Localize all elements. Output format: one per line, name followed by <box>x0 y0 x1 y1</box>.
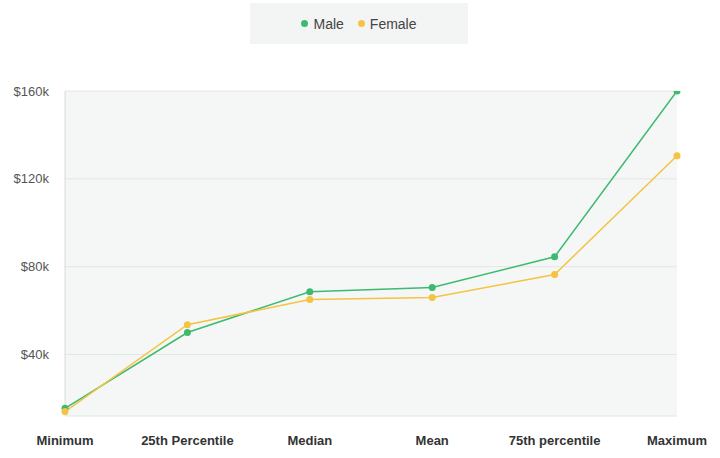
svg-text:75th percentile: 75th percentile <box>509 433 601 448</box>
svg-text:$160k: $160k <box>14 84 50 99</box>
svg-text:25th Percentile: 25th Percentile <box>141 433 234 448</box>
svg-text:Mean: Mean <box>416 433 449 448</box>
svg-text:$120k: $120k <box>14 171 50 186</box>
svg-text:Maximum: Maximum <box>647 433 707 448</box>
svg-text:Minimum: Minimum <box>36 433 93 448</box>
svg-text:$40k: $40k <box>21 347 50 362</box>
svg-text:Median: Median <box>287 433 332 448</box>
html-text:Male: Male <box>313 15 344 32</box>
svg-text:$80k: $80k <box>21 259 50 274</box>
html-text:Female: Female <box>369 15 417 32</box>
